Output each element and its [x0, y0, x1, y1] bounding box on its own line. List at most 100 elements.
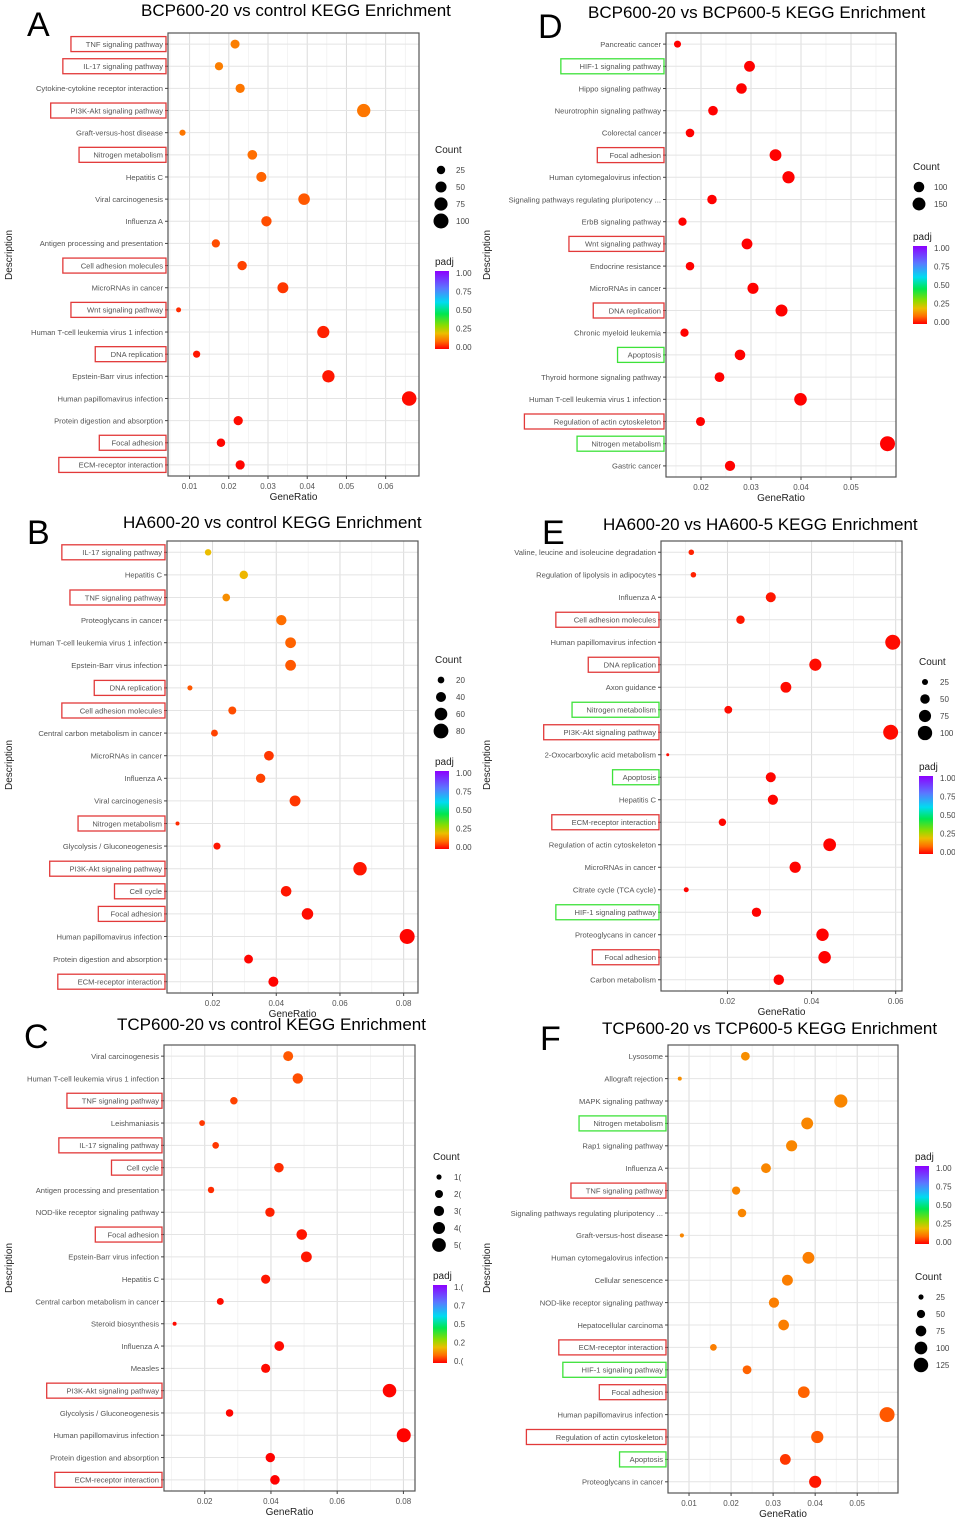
x-tick-label: 0.02 [197, 1497, 213, 1506]
y-tick-label: 2-Oxocarboxylic acid metabolism [545, 751, 656, 760]
size-legend-dot [433, 213, 449, 229]
size-legend-dot [435, 181, 447, 193]
data-point [811, 1430, 824, 1444]
y-tick-label: IL-17 signaling pathway [79, 1141, 159, 1150]
y-axis-label: Description [4, 740, 15, 790]
y-tick-label: Hepatocellular carcinoma [577, 1321, 663, 1330]
y-tick-label: Focal adhesion [111, 439, 163, 448]
colorbar-tick-label: 1.00 [940, 774, 955, 783]
data-point [797, 1386, 810, 1399]
y-tick-label: Human papillomavirus infection [557, 1410, 663, 1419]
data-point [193, 350, 201, 358]
data-point [401, 391, 417, 406]
size-legend-label: 25 [936, 1293, 945, 1302]
panel-f: F TCP600-20 vs TCP600-5 KEGG Enrichment 0.… [482, 1019, 952, 1520]
y-tick-label: Human papillomavirus infection [53, 1431, 159, 1440]
y-tick-label: Hepatitis C [126, 173, 164, 182]
y-tick-label: TNF signaling pathway [85, 593, 162, 602]
y-tick-label: Human papillomavirus infection [56, 932, 162, 941]
data-point [744, 60, 755, 72]
x-tick-label: 0.05 [339, 482, 355, 491]
y-tick-label: PI3K-Akt signaling pathway [70, 865, 163, 874]
panel-c: C TCP600-20 vs control KEGG Enrichment 0.0… [4, 1015, 466, 1518]
highlight-box-red [525, 1428, 667, 1446]
colorbar-tick-label: 0.2 [454, 1339, 466, 1348]
y-tick-label: Pancreatic cancer [600, 40, 661, 49]
size-legend-dot [434, 197, 448, 211]
color-legend-title: padj [919, 762, 938, 773]
data-point [802, 1251, 815, 1264]
data-point [718, 818, 727, 826]
highlight-box-red [543, 724, 660, 741]
plot-area [167, 541, 418, 993]
colorbar-tick-label: 0.5 [454, 1320, 466, 1329]
y-tick-label: HIF-1 signaling pathway [580, 62, 662, 71]
y-tick-label: DNA replication [110, 684, 162, 693]
data-point [300, 1251, 312, 1263]
data-point [228, 706, 237, 715]
color-legend-title: padj [435, 257, 454, 268]
x-axis-label: GeneRatio [759, 1509, 807, 1519]
highlight-box-red [98, 434, 167, 451]
x-tick-label: 0.04 [263, 1497, 279, 1506]
data-point [680, 328, 689, 337]
colorbar-tick-label: 0.75 [936, 1183, 952, 1192]
highlight-box-red [58, 456, 167, 474]
size-legend-dot [914, 1341, 928, 1355]
highlight-box-green [616, 346, 665, 364]
data-point [301, 908, 314, 920]
data-point [247, 149, 258, 160]
plot-area [666, 33, 896, 477]
highlight-box-green [578, 1115, 667, 1132]
size-legend-label: 125 [936, 1361, 950, 1370]
y-tick-label: Epstein-Barr virus infection [68, 1253, 159, 1262]
y-tick-label: Proteoglycans in cancer [575, 931, 657, 940]
x-tick-label: 0.08 [396, 1497, 412, 1506]
y-tick-label: Neurotrophin signaling pathway [555, 107, 662, 116]
y-tick-label: Human papillomavirus infection [550, 638, 656, 647]
x-tick-label: 0.02 [720, 997, 736, 1006]
colorbar-tick-label: 0.00 [936, 1238, 952, 1247]
chart-title: TCP600-20 vs TCP600-5 KEGG Enrichment [602, 1019, 937, 1038]
data-point [679, 1233, 684, 1238]
size-legend-label: 50 [456, 183, 465, 192]
data-point [674, 40, 681, 48]
data-point [175, 821, 180, 826]
x-tick-label: 0.04 [793, 483, 809, 492]
data-point [731, 1186, 741, 1195]
colorbar-tick-label: 0.50 [940, 811, 955, 820]
x-tick-label: 0.02 [693, 483, 709, 492]
data-point [823, 838, 837, 852]
highlight-box-green [571, 701, 660, 718]
data-point [276, 614, 287, 626]
x-tick-label: 0.06 [332, 999, 348, 1008]
highlight-box-red [58, 1137, 163, 1154]
y-axis-label: Description [482, 740, 493, 790]
size-legend-label: 20 [456, 676, 465, 685]
data-point [789, 861, 801, 873]
data-point [879, 1407, 895, 1423]
highlight-box-green [618, 1451, 667, 1468]
y-tick-label: Focal adhesion [611, 1388, 663, 1397]
highlight-box-red [592, 302, 665, 319]
highlight-box-green [576, 435, 665, 452]
colorbar-tick-label: 0.7 [454, 1302, 466, 1311]
data-point [399, 929, 415, 944]
y-tick-label: Epstein-Barr virus infection [71, 661, 162, 670]
colorbar-tick-label: 0.00 [456, 343, 472, 352]
data-point [695, 416, 706, 427]
data-point [769, 149, 782, 161]
y-tick-label: Focal adhesion [110, 910, 162, 919]
data-point [710, 1344, 717, 1351]
x-tick-label: 0.06 [378, 482, 394, 491]
data-point [747, 282, 759, 294]
data-point [801, 1117, 814, 1130]
y-axis-label: Description [482, 230, 493, 280]
highlight-box-red [596, 146, 665, 164]
plot-border [166, 540, 419, 994]
x-tick-label: 0.05 [843, 483, 859, 492]
y-tick-label: Protein digestion and absorption [50, 1453, 159, 1462]
data-point [296, 1229, 308, 1240]
y-tick-label: Hepatitis C [122, 1275, 160, 1284]
